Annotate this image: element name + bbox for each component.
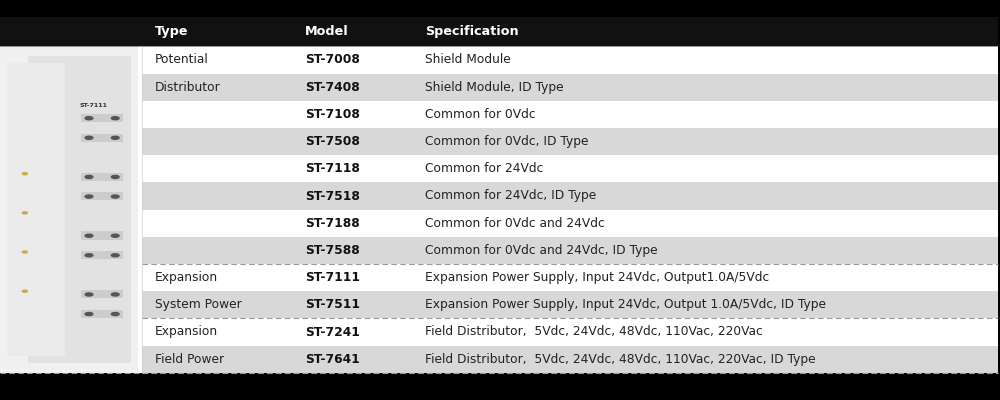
Text: Common for 24Vdc, ID Type: Common for 24Vdc, ID Type bbox=[425, 190, 596, 202]
Circle shape bbox=[111, 234, 119, 237]
Text: Model: Model bbox=[305, 25, 349, 38]
Circle shape bbox=[111, 312, 119, 316]
Bar bbox=[7, 63, 65, 356]
Circle shape bbox=[111, 117, 119, 120]
Text: ST-7241: ST-7241 bbox=[305, 326, 360, 338]
Circle shape bbox=[22, 173, 27, 175]
Bar bbox=[142, 291, 998, 318]
Circle shape bbox=[111, 254, 119, 257]
Text: Distributor: Distributor bbox=[155, 81, 221, 94]
Text: ST-7408: ST-7408 bbox=[305, 81, 360, 94]
Text: Expansion: Expansion bbox=[155, 326, 218, 338]
Text: ST-7518: ST-7518 bbox=[305, 190, 360, 202]
Text: Field Distributor,  5Vdc, 24Vdc, 48Vdc, 110Vac, 220Vac, ID Type: Field Distributor, 5Vdc, 24Vdc, 48Vdc, 1… bbox=[425, 353, 816, 366]
Text: ST-7111: ST-7111 bbox=[80, 103, 108, 108]
Text: Field Distributor,  5Vdc, 24Vdc, 48Vdc, 110Vac, 220Vac: Field Distributor, 5Vdc, 24Vdc, 48Vdc, 1… bbox=[425, 326, 763, 338]
Circle shape bbox=[111, 176, 119, 178]
Circle shape bbox=[85, 136, 93, 139]
Text: Expansion Power Supply, Input 24Vdc, Output1.0A/5Vdc: Expansion Power Supply, Input 24Vdc, Out… bbox=[425, 271, 769, 284]
Bar bbox=[81, 114, 123, 122]
Circle shape bbox=[22, 290, 27, 292]
Bar bbox=[142, 346, 998, 373]
Circle shape bbox=[22, 212, 27, 214]
Bar bbox=[81, 192, 123, 200]
Text: Shield Module: Shield Module bbox=[425, 54, 511, 66]
Text: ST-7108: ST-7108 bbox=[305, 108, 360, 121]
Bar bbox=[142, 182, 998, 210]
Text: Common for 0Vdc and 24Vdc, ID Type: Common for 0Vdc and 24Vdc, ID Type bbox=[425, 244, 658, 257]
Text: ST-7008: ST-7008 bbox=[305, 54, 360, 66]
Text: Expansion Power Supply, Input 24Vdc, Output 1.0A/5Vdc, ID Type: Expansion Power Supply, Input 24Vdc, Out… bbox=[425, 298, 826, 311]
Text: ST-7118: ST-7118 bbox=[305, 162, 360, 175]
Circle shape bbox=[85, 254, 93, 257]
Bar bbox=[0, 17, 998, 46]
Text: Specification: Specification bbox=[425, 25, 519, 38]
Bar bbox=[81, 251, 123, 259]
Bar bbox=[81, 290, 123, 298]
Bar bbox=[81, 134, 123, 142]
Circle shape bbox=[85, 176, 93, 178]
Circle shape bbox=[85, 234, 93, 237]
Text: ST-7508: ST-7508 bbox=[305, 135, 360, 148]
Circle shape bbox=[111, 195, 119, 198]
Bar bbox=[0, 46, 998, 373]
Text: Potential: Potential bbox=[155, 54, 209, 66]
Bar bbox=[28, 56, 131, 363]
Bar bbox=[142, 237, 998, 264]
Text: Common for 0Vdc: Common for 0Vdc bbox=[425, 108, 536, 121]
Bar bbox=[81, 232, 123, 240]
Text: Expansion: Expansion bbox=[155, 271, 218, 284]
Bar bbox=[81, 310, 123, 318]
Circle shape bbox=[111, 136, 119, 139]
Text: Field Power: Field Power bbox=[155, 353, 224, 366]
Text: Shield Module, ID Type: Shield Module, ID Type bbox=[425, 81, 564, 94]
Text: Common for 0Vdc and 24Vdc: Common for 0Vdc and 24Vdc bbox=[425, 217, 605, 230]
Text: ST-7111: ST-7111 bbox=[305, 271, 360, 284]
Circle shape bbox=[22, 251, 27, 253]
Text: ST-7641: ST-7641 bbox=[305, 353, 360, 366]
Text: Common for 0Vdc, ID Type: Common for 0Vdc, ID Type bbox=[425, 135, 588, 148]
Text: Common for 24Vdc: Common for 24Vdc bbox=[425, 162, 543, 175]
Text: ST-7511: ST-7511 bbox=[305, 298, 360, 311]
Bar bbox=[142, 74, 998, 101]
Circle shape bbox=[85, 293, 93, 296]
Text: ST-7588: ST-7588 bbox=[305, 244, 360, 257]
Circle shape bbox=[111, 293, 119, 296]
Bar bbox=[81, 173, 123, 181]
Bar bbox=[142, 128, 998, 155]
Bar bbox=[0, 46, 138, 373]
Text: Type: Type bbox=[155, 25, 188, 38]
Text: ST-7188: ST-7188 bbox=[305, 217, 360, 230]
Circle shape bbox=[85, 312, 93, 316]
Text: System Power: System Power bbox=[155, 298, 242, 311]
Circle shape bbox=[85, 117, 93, 120]
Circle shape bbox=[85, 195, 93, 198]
